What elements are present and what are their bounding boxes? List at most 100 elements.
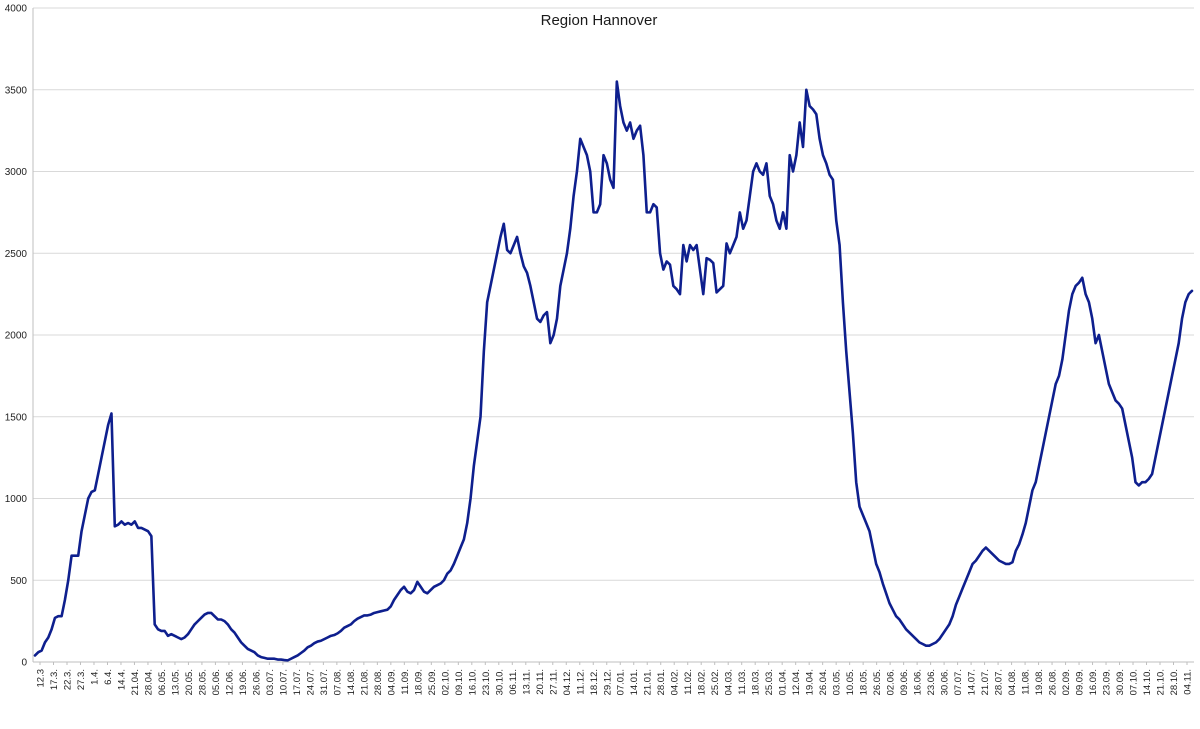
y-tick-label: 4000 bbox=[5, 4, 28, 15]
grid-layer bbox=[32, 7, 1194, 663]
x-tick-label: 14.4. bbox=[116, 669, 127, 690]
x-tick-label: 18.09. bbox=[413, 669, 424, 695]
x-tick-label: 25.02. bbox=[710, 669, 721, 695]
x-tick-label: 07.07. bbox=[953, 669, 964, 695]
x-tick-label: 28.05. bbox=[197, 669, 208, 695]
x-tick-label: 21.04. bbox=[130, 669, 141, 695]
x-tick-label: 09.06. bbox=[899, 669, 910, 695]
y-axis-ticks: 0 500 1000 1500 2000 2500 3000 3500 4000 bbox=[5, 4, 28, 669]
x-tick-label: 30.09. bbox=[1115, 669, 1126, 695]
x-tick-label: 04.08. bbox=[1007, 669, 1018, 695]
x-tick-label: 17.3. bbox=[49, 669, 60, 690]
x-tick-label: 20.05. bbox=[184, 669, 195, 695]
x-tick-label: 12.3 bbox=[36, 669, 47, 688]
x-tick-label: 25.09. bbox=[427, 669, 438, 695]
x-tick-label: 02.09. bbox=[1061, 669, 1072, 695]
x-tick-label: 21.10. bbox=[1156, 669, 1167, 695]
series-line bbox=[33, 80, 1194, 662]
x-tick-label: 04.02. bbox=[670, 669, 681, 695]
x-tick-label: 06.05. bbox=[157, 669, 168, 695]
x-tick-label: 07.10. bbox=[1129, 669, 1140, 695]
x-tick-label: 13.05. bbox=[170, 669, 181, 695]
x-tick-label: 26.05. bbox=[872, 669, 883, 695]
x-tick-label: 02.10. bbox=[440, 669, 451, 695]
y-tick-label: 2000 bbox=[5, 331, 28, 342]
x-tick-label: 25.03. bbox=[764, 669, 775, 695]
y-tick-label: 3500 bbox=[5, 85, 28, 96]
x-tick-label: 12.04. bbox=[791, 669, 802, 695]
x-tick-label: 18.02. bbox=[697, 669, 708, 695]
x-tick-label: 30.10. bbox=[494, 669, 505, 695]
x-tick-label: 28.04. bbox=[143, 669, 154, 695]
x-tick-label: 23.09. bbox=[1102, 669, 1113, 695]
x-tick-label: 21.01. bbox=[643, 669, 654, 695]
x-tick-label: 10.05. bbox=[845, 669, 856, 695]
x-tick-label: 30.06. bbox=[940, 669, 951, 695]
x-tick-label: 14.10. bbox=[1142, 669, 1153, 695]
x-tick-label: 11.03. bbox=[737, 669, 748, 695]
x-tick-label: 26.06. bbox=[251, 669, 262, 695]
x-tick-label: 01.04. bbox=[778, 669, 789, 695]
x-tick-label: 18.12. bbox=[589, 669, 600, 695]
x-tick-label: 02.06. bbox=[886, 669, 897, 695]
x-tick-label: 03.07. bbox=[265, 669, 276, 695]
x-tick-label: 1.4. bbox=[89, 669, 100, 685]
x-tick-label: 04.03. bbox=[724, 669, 735, 695]
x-tick-label: 03.05. bbox=[832, 669, 843, 695]
x-tick-label: 21.08. bbox=[359, 669, 370, 695]
x-tick-label: 22.3. bbox=[62, 669, 73, 690]
x-tick-label: 18.05. bbox=[859, 669, 870, 695]
x-tick-label: 11.12. bbox=[575, 669, 586, 695]
x-tick-label: 10.07. bbox=[278, 669, 289, 695]
x-axis-ticks: 12.3 17.3. 22.3. 27.3. 1.4. 6.4. 14.4. 21.04. 28… bbox=[36, 662, 1194, 695]
x-tick-label: 09.09. bbox=[1075, 669, 1086, 695]
x-tick-label: 16.06. bbox=[913, 669, 924, 695]
chart-title: Region Hannover bbox=[541, 12, 658, 29]
x-tick-label: 07.08. bbox=[332, 669, 343, 695]
x-tick-label: 16.09. bbox=[1088, 669, 1099, 695]
x-tick-label: 27.11. bbox=[548, 669, 559, 695]
x-tick-label: 28.07. bbox=[994, 669, 1005, 695]
x-tick-label: 27.3. bbox=[76, 669, 87, 690]
x-tick-label: 29.12. bbox=[602, 669, 613, 695]
x-tick-label: 26.08. bbox=[1048, 669, 1059, 695]
x-tick-label: 21.07. bbox=[980, 669, 991, 695]
x-tick-label: 19.08. bbox=[1034, 669, 1045, 695]
x-tick-label: 28.01. bbox=[656, 669, 667, 695]
x-tick-label: 18.03. bbox=[751, 669, 762, 695]
x-tick-label: 16.10. bbox=[467, 669, 478, 695]
x-tick-label: 04.11. bbox=[1183, 669, 1194, 695]
x-tick-label: 04.09. bbox=[386, 669, 397, 695]
x-tick-label: 06.11. bbox=[508, 669, 519, 695]
y-tick-label: 1500 bbox=[5, 412, 28, 423]
y-tick-label: 0 bbox=[21, 658, 27, 669]
x-tick-label: 13.11. bbox=[521, 669, 532, 695]
x-tick-label: 23.06. bbox=[926, 669, 937, 695]
y-tick-label: 2500 bbox=[5, 249, 28, 260]
x-tick-label: 20.11. bbox=[535, 669, 546, 695]
x-tick-label: 14.01. bbox=[629, 669, 640, 695]
x-tick-label: 04.12. bbox=[562, 669, 573, 695]
x-tick-label: 28.10. bbox=[1169, 669, 1180, 695]
x-tick-label: 31.07. bbox=[319, 669, 330, 695]
x-tick-label: 24.07. bbox=[305, 669, 316, 695]
x-tick-label: 17.07. bbox=[292, 669, 303, 695]
x-tick-label: 09.10. bbox=[454, 669, 465, 695]
y-tick-label: 500 bbox=[10, 576, 27, 587]
x-tick-label: 05.06. bbox=[211, 669, 222, 695]
x-tick-label: 14.07. bbox=[967, 669, 978, 695]
x-tick-label: 11.09. bbox=[400, 669, 411, 695]
x-tick-label: 26.04. bbox=[818, 669, 829, 695]
x-tick-label: 14.08. bbox=[346, 669, 357, 695]
x-tick-label: 28.08. bbox=[373, 669, 384, 695]
x-tick-label: 19.04. bbox=[805, 669, 816, 695]
y-tick-label: 3000 bbox=[5, 167, 28, 178]
x-tick-label: 11.08. bbox=[1021, 669, 1032, 695]
y-tick-label: 1000 bbox=[5, 494, 28, 505]
x-tick-label: 12.06. bbox=[224, 669, 235, 695]
x-tick-label: 23.10. bbox=[481, 669, 492, 695]
x-tick-label: 07.01. bbox=[616, 669, 627, 695]
x-tick-label: 11.02. bbox=[683, 669, 694, 695]
